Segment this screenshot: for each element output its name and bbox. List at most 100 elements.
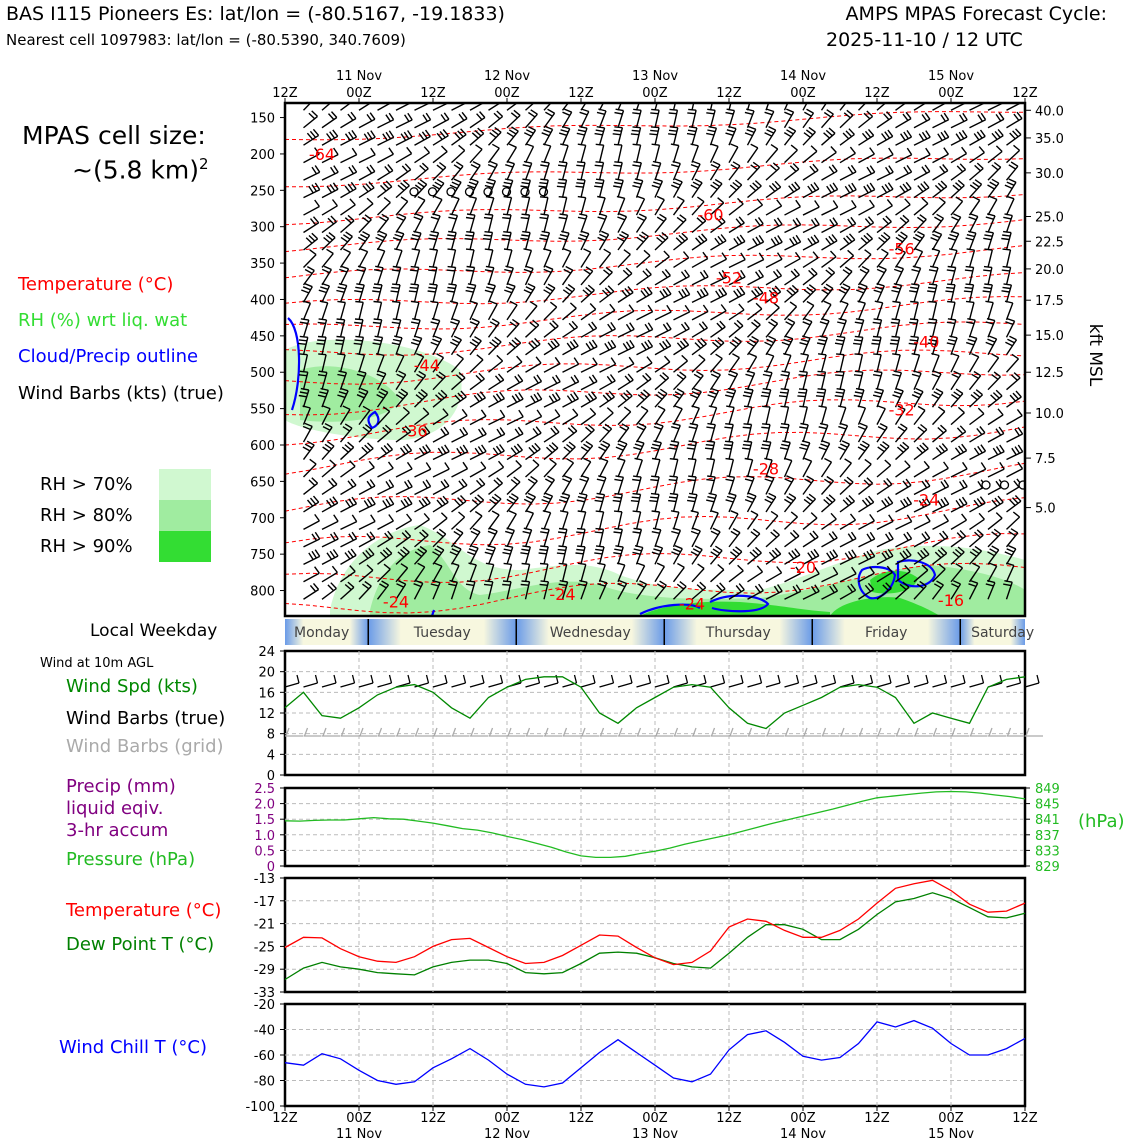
wind-barb-flag [744,387,754,391]
wind-barb-flag [848,184,854,192]
wind-barb-flag [746,341,755,347]
wind-barb [747,185,762,199]
wind-barb [950,468,968,478]
wind-barb-flag [532,319,540,326]
surface-wind-barb-flag [610,674,615,684]
precip-axis-label: 2.0 [254,798,275,813]
wind-barb [932,119,949,129]
wind-barb-flag [736,236,743,244]
wind-barb-flag [728,125,737,130]
wind-barb [839,555,857,565]
wind-barb-flag [729,370,738,375]
grid-wind-barb-flag [636,727,642,737]
wind-barb-flag [910,286,919,290]
wind-barb [839,462,852,478]
wind-barb-flag [754,180,762,187]
wind-barb-flag [650,129,659,132]
wind-barb [358,251,369,268]
wind-barb [673,328,690,338]
surface-wind-barb-flag [629,674,633,684]
wind-barb-flag [366,131,373,140]
wind-barb-flag [355,300,364,303]
wind-barb-flag [376,373,385,378]
wind-barb-flag [549,322,556,329]
wind-barb-flag [666,322,672,330]
wind-barb-flag [595,548,604,552]
wind-barb-flag [568,322,576,330]
wind-barb [746,424,753,443]
wind-barb-flag [400,133,407,141]
wind-barb-flag [422,481,428,489]
wind-barb [857,269,870,286]
wind-barb [321,538,339,548]
wind-barb-flag [434,562,443,567]
wind-barb-flag [650,479,659,482]
wind-barb-flag [840,300,849,305]
wind-barb-flag [439,497,446,505]
surface-wind-barb [525,682,540,688]
wind-barb [968,183,983,199]
wind-barb-flag [679,581,687,588]
surface-wind-barb [580,682,596,688]
wind-barb [969,468,987,478]
wind-barb-flag [438,161,447,168]
wind-barb [617,103,622,111]
wind-barb [876,103,887,111]
wind-barb-flag [598,579,608,584]
wind-barb [747,324,761,338]
wind-barb [451,451,469,461]
wind-barb-flag [594,499,603,503]
wind-barb [691,257,709,269]
time-tick-label-top: 12Z [272,86,298,101]
wind-barb-flag [937,549,945,556]
wind-barb [321,135,339,146]
wind-barb [691,375,704,391]
wind-barb [673,344,689,356]
wind-barb [747,241,764,251]
wind-barb-flag [788,493,797,499]
wind-barb-flag [750,531,758,537]
wind-barb-flag [633,108,642,111]
wind-barb [432,302,439,321]
wind-barb-flag [647,339,654,347]
wind-barb-flag [425,444,431,452]
wind-barb-flag [1001,269,1010,272]
wind-barb-flag [813,234,820,242]
wind-barb-flag [532,428,539,436]
wind-barb-flag [366,564,374,571]
wind-barb [728,222,745,234]
wind-barb-flag [974,531,981,539]
wind-barb [987,249,993,268]
wind-barb [710,202,725,216]
wind-barb-flag [634,545,643,549]
wind-barb-flag [373,286,382,290]
wind-barb-flag [602,440,611,446]
wind-barb [635,583,648,600]
wind-barb-flag [729,551,738,558]
wind-barb [783,322,796,338]
wind-barb [303,222,320,234]
wind-barb-flag [494,375,502,383]
wind-barb-flag [947,318,956,321]
wind-barb [728,203,744,216]
grid-wind-barb-flag [673,727,679,737]
wind-barb [950,284,956,303]
temp-axis-label: -25 [254,940,275,955]
wind-barb [598,103,605,111]
grid-wind-barb-flag [451,727,457,737]
wind-barb [820,407,828,425]
wind-barb-flag [755,271,761,279]
wind-barb [932,153,949,164]
surface-wind-barb [1024,682,1040,688]
wind-barb-flag [503,562,512,566]
wind-barb-flag [391,321,400,325]
wind-barb-flag [540,178,549,181]
wind-barb-flag [579,111,588,116]
wind-barb-flag [418,370,426,377]
wind-barb-flag [857,286,866,291]
wind-barb-flag [919,580,927,587]
weekday-label: Friday [865,625,907,641]
wind-barb [691,441,698,460]
wind-barb [450,232,457,251]
wind-barb-flag [770,531,778,538]
